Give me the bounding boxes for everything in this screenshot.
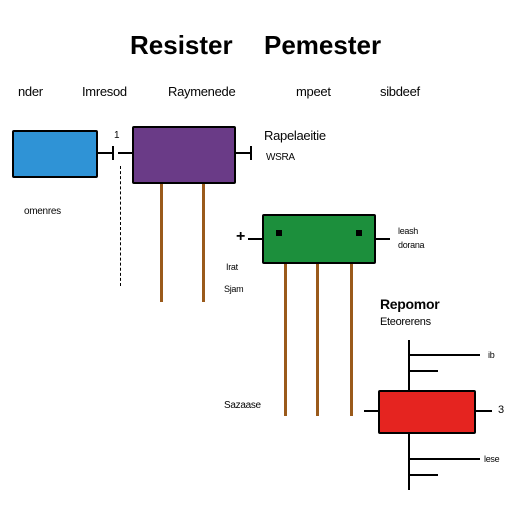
label-sazaase: Sazaase [224,400,261,412]
label-sjam: Sjam [224,284,243,295]
resistor-purple-label-1: Rapelaeitie [264,128,326,143]
resistor-red-lead-left [364,410,378,412]
resistor-green-side-1: leash [398,226,418,237]
subtitle-w3: mpeet [296,84,331,99]
resistor-purple-label-2: WSRA [266,152,295,164]
subtitle-w2: Raymenede [168,84,235,99]
resistor-green-pin-l [276,230,282,236]
label-lese: lese [484,454,499,465]
frame-top2 [408,370,438,372]
resistor-blue-lead-right [98,152,112,154]
resistor-green-wire-2 [316,264,319,416]
resistor-blue-tick [112,146,114,160]
resistor-purple-wire-2 [202,184,205,302]
resistor-blue-caption: omenres [24,206,61,218]
label-eteorerens: Eteorerens [380,316,431,329]
resistor-green-wire-1 [284,264,287,416]
frame-bot2 [408,474,438,476]
frame-bot [408,458,480,460]
resistor-purple-wire-1 [160,184,163,302]
subtitle-w1: Imresod [82,84,127,99]
resistor-purple-lead-left [118,152,132,154]
resistor-green [262,214,376,264]
plus-symbol: + [236,228,245,246]
label-num1: 1 [114,130,119,142]
resistor-green-lead-left [248,238,262,240]
subtitle-w4: sibdeef [380,84,420,99]
title-word-1: Resister [130,30,233,61]
subtitle-w0: nder [18,84,43,99]
diagram-canvas: { "title": { "word1": "Resister", "word2… [0,0,512,512]
dashed-guide-1 [120,166,121,286]
label-irat: Irat [226,262,238,273]
resistor-red-lead-right [476,410,492,412]
resistor-green-lead-right [376,238,390,240]
resistor-green-pin-r [356,230,362,236]
resistor-red [378,390,476,434]
label-num3: 3 [498,404,504,417]
resistor-purple-tick [250,146,252,160]
resistor-green-wire-3 [350,264,353,416]
resistor-purple [132,126,236,184]
label-repomor: Repomor [380,296,439,312]
frame-top [408,354,480,356]
label-ib: ib [488,350,494,361]
resistor-green-side-2: dorana [398,240,424,251]
resistor-blue [12,130,98,178]
title-word-2: Pemester [264,30,381,61]
resistor-purple-lead-right [236,152,250,154]
